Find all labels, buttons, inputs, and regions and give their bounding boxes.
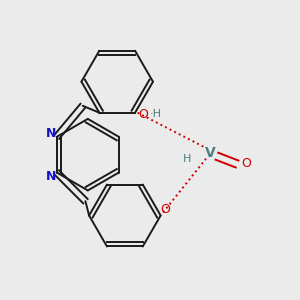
Text: O: O [241, 158, 251, 170]
Text: O: O [138, 108, 148, 121]
Text: N: N [46, 127, 56, 140]
Text: N: N [46, 170, 56, 183]
Text: H: H [183, 154, 191, 164]
Text: O: O [160, 203, 170, 216]
Text: V: V [205, 146, 216, 160]
Text: ·H: ·H [150, 109, 162, 119]
